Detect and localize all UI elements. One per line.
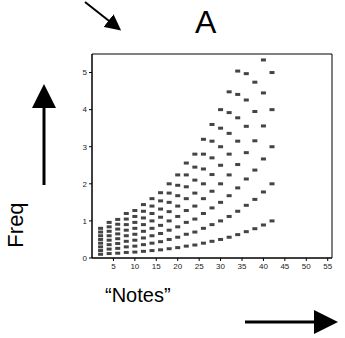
svg-text:15: 15 <box>152 262 161 271</box>
svg-text:10: 10 <box>130 262 139 271</box>
svg-text:2: 2 <box>83 180 88 189</box>
svg-text:35: 35 <box>238 262 247 271</box>
svg-text:40: 40 <box>259 262 268 271</box>
svg-text:30: 30 <box>216 262 225 271</box>
svg-text:5: 5 <box>83 68 88 77</box>
svg-text:25: 25 <box>195 262 204 271</box>
svg-text:20: 20 <box>173 262 182 271</box>
svg-text:5: 5 <box>111 262 116 271</box>
svg-text:0: 0 <box>83 254 88 263</box>
svg-text:45: 45 <box>280 262 289 271</box>
svg-text:1: 1 <box>83 217 88 226</box>
svg-text:55: 55 <box>323 262 332 271</box>
html-text:“Notes”: “Notes” <box>105 284 171 306</box>
svg-text:3: 3 <box>83 143 88 152</box>
svg-text:50: 50 <box>302 262 311 271</box>
html-text:A: A <box>195 4 217 40</box>
html-text:Freq: Freq <box>3 202 28 248</box>
svg-text:4: 4 <box>83 105 88 114</box>
